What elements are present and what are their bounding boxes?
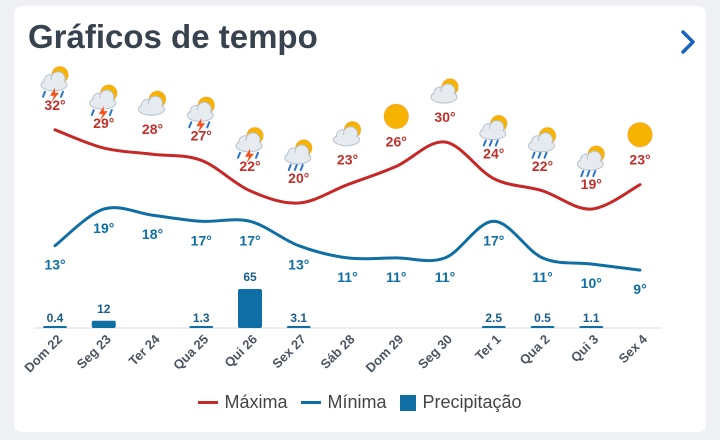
precip-label: 1.1 (583, 311, 600, 325)
max-temp-label: 29° (93, 115, 114, 131)
precip-bar (286, 326, 311, 328)
sun-cloud-rain-icon (576, 145, 605, 178)
x-tick-label: Sex 27 (269, 332, 309, 372)
precip-label: 2.5 (485, 311, 502, 325)
chevron-right-icon[interactable] (674, 24, 702, 60)
x-tick-label: Qua 2 (516, 332, 552, 368)
legend-item-max: Máxima (198, 392, 287, 413)
weather-chart-card: Gráficos de tempo 0.4 12 1.3 65 3.1 2.5 0.5 1.1… (14, 6, 706, 432)
legend-item-precip: Precipitação (400, 392, 522, 413)
max-temp-line (53, 128, 642, 211)
precip-bar (481, 326, 506, 328)
sun-cloud-icon (430, 78, 459, 104)
min-temp-label: 19° (93, 220, 114, 236)
max-temp-label: 26° (386, 133, 407, 149)
sun-cloud-icon (138, 90, 166, 116)
sun-cloud-storm-icon (89, 84, 118, 122)
min-temp-label: 10° (581, 275, 602, 291)
max-temp-label: 23° (629, 152, 650, 168)
sun-icon (383, 103, 409, 129)
legend-item-min: Mínima (301, 392, 386, 413)
min-temp-label: 11° (386, 269, 406, 285)
legend-swatch-max (198, 401, 219, 404)
x-tick-label: Seg 23 (74, 332, 114, 372)
legend-label-precip: Precipitação (422, 392, 522, 412)
max-temp-label: 24° (483, 146, 504, 162)
min-temp-label: 11° (435, 269, 455, 285)
precip-bar (91, 320, 116, 328)
precip-label: 1.3 (193, 311, 210, 325)
min-temp-label: 18° (142, 226, 163, 242)
precip-bar (43, 326, 67, 328)
max-temp-label: 22° (532, 158, 553, 174)
sun-icon (627, 122, 653, 148)
legend-label-max: Máxima (224, 392, 288, 412)
max-temp-label: 32° (44, 97, 65, 113)
min-temp-line (53, 206, 642, 272)
precip-bar (238, 289, 262, 328)
precip-bar (579, 326, 604, 328)
x-tick-label: Seg 30 (415, 332, 455, 372)
x-tick-label: Qui 26 (221, 332, 260, 371)
max-temp-label: 19° (581, 176, 602, 192)
precip-label: 65 (243, 270, 257, 284)
sun-cloud-storm-icon (235, 127, 264, 164)
max-temp-label: 30° (434, 109, 455, 125)
precip-label: 0.5 (534, 311, 551, 325)
x-tick-label: Ter 1 (472, 332, 504, 364)
page-title: Gráficos de tempo (28, 18, 318, 55)
chart-legend: Máxima Mínima Precipitação (14, 392, 706, 413)
min-temp-label: 17° (239, 232, 260, 248)
sun-cloud-storm-icon (40, 66, 69, 103)
precip-label: 0.4 (47, 311, 64, 325)
max-temp-label: 20° (288, 170, 309, 186)
x-tick-label: Dom 29 (363, 332, 407, 376)
sun-cloud-icon (333, 121, 361, 147)
sun-cloud-rain-icon (284, 139, 313, 171)
x-tick-label: Qui 3 (568, 332, 602, 366)
x-tick-label: Sex 4 (615, 331, 650, 366)
legend-swatch-min (301, 401, 322, 404)
x-tick-label: Ter 24 (126, 331, 164, 369)
max-temp-label: 27° (191, 127, 212, 143)
sun-cloud-rain-icon (479, 115, 508, 147)
sun-cloud-rain-icon (528, 127, 556, 159)
min-temp-label: 9° (633, 281, 646, 297)
min-temp-label: 13° (44, 257, 65, 273)
x-tick-label: Dom 22 (21, 332, 65, 376)
x-tick-label: Sáb 28 (317, 332, 357, 372)
precip-label: 12 (97, 302, 111, 316)
min-temp-label: 17° (191, 232, 212, 248)
max-temp-label: 28° (142, 121, 163, 137)
legend-swatch-precip (400, 394, 417, 411)
sun-cloud-storm-icon (186, 96, 215, 134)
precip-label: 3.1 (290, 311, 307, 325)
weather-chart: 0.4 12 1.3 65 3.1 2.5 0.5 1.1 32° 29° 28° 27° 22° 20°… (21, 66, 662, 376)
min-temp-label: 17° (483, 232, 504, 248)
max-temp-label: 22° (239, 158, 260, 174)
max-temp-label: 23° (337, 152, 358, 168)
x-tick-label: Qua 25 (170, 332, 211, 373)
min-temp-label: 11° (532, 269, 552, 285)
min-temp-label: 13° (288, 257, 309, 273)
legend-label-min: Mínima (327, 392, 387, 412)
min-temp-label: 11° (337, 269, 357, 285)
precip-bar (189, 326, 214, 328)
precip-bar (530, 326, 555, 328)
